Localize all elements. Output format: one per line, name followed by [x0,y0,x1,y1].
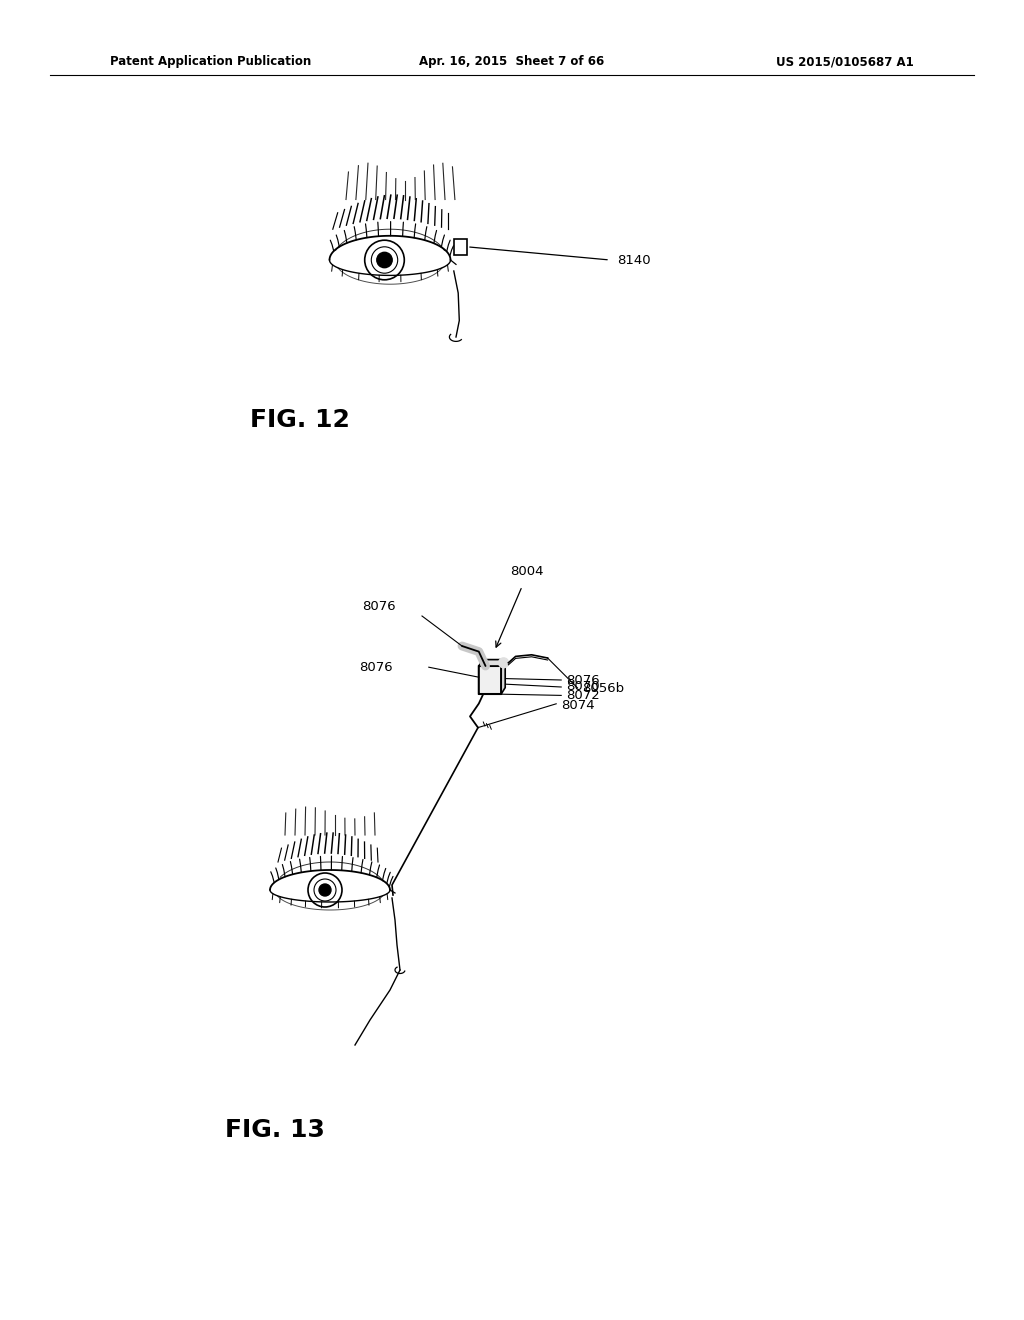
Polygon shape [501,660,505,694]
Text: 8076: 8076 [362,599,395,612]
Text: FIG. 13: FIG. 13 [225,1118,325,1142]
Text: 8076: 8076 [566,673,600,686]
Text: 8056b: 8056b [583,681,625,694]
Circle shape [377,252,392,268]
Text: US 2015/0105687 A1: US 2015/0105687 A1 [776,55,914,69]
Text: 8004: 8004 [511,565,544,578]
Text: 8076: 8076 [358,661,392,673]
Text: 8074: 8074 [561,698,595,711]
Text: Patent Application Publication: Patent Application Publication [110,55,311,69]
Polygon shape [479,660,505,667]
Text: Apr. 16, 2015  Sheet 7 of 66: Apr. 16, 2015 Sheet 7 of 66 [420,55,604,69]
FancyBboxPatch shape [479,667,501,694]
Text: 8072: 8072 [566,689,600,702]
Text: 8070: 8070 [566,681,600,693]
Circle shape [319,884,331,896]
Circle shape [499,657,508,668]
FancyBboxPatch shape [454,239,467,255]
Text: 8140: 8140 [617,253,650,267]
Text: FIG. 12: FIG. 12 [250,408,350,432]
